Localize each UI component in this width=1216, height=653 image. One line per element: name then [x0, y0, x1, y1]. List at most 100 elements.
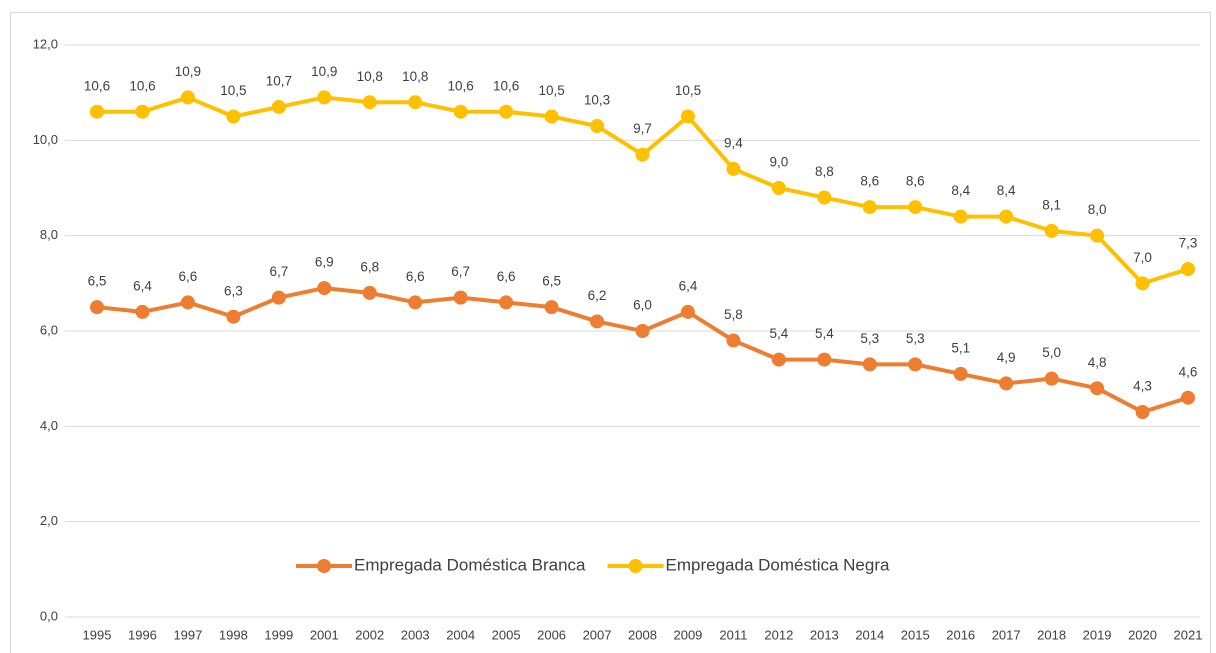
x-tick-label: 2012 — [764, 627, 793, 642]
point — [271, 290, 286, 305]
x-tick-label: 2006 — [537, 627, 566, 642]
data-label: 6,5 — [88, 274, 107, 289]
data-label: 10,6 — [129, 78, 155, 93]
x-tick-label: 2005 — [492, 627, 521, 642]
x-tick-label: 2014 — [855, 627, 884, 642]
data-label: 4,3 — [1133, 379, 1152, 394]
data-label: 8,0 — [1088, 202, 1107, 217]
point — [590, 314, 605, 329]
point — [771, 352, 786, 367]
point — [453, 104, 468, 119]
data-label: 6,4 — [679, 278, 698, 293]
data-label: 8,8 — [815, 164, 834, 179]
data-label: 10,8 — [402, 69, 428, 84]
data-label: 4,9 — [997, 350, 1016, 365]
point — [90, 300, 104, 315]
data-label: 10,6 — [448, 78, 474, 93]
point — [1090, 228, 1105, 243]
point — [817, 352, 832, 367]
x-tick-label: 2002 — [355, 627, 384, 642]
x-tick-label: 2008 — [628, 627, 657, 642]
data-label: 6,6 — [406, 269, 425, 284]
point — [862, 357, 877, 372]
point — [862, 200, 877, 215]
data-label: 6,7 — [269, 264, 288, 279]
data-label: 6,4 — [133, 278, 152, 293]
x-tick-label: 2018 — [1037, 627, 1066, 642]
data-label: 5,4 — [769, 326, 788, 341]
legend-label: Empregada Doméstica Branca — [354, 555, 586, 574]
point — [999, 376, 1014, 391]
data-label: 7,0 — [1133, 250, 1152, 265]
data-label: 4,8 — [1088, 355, 1107, 370]
data-label: 10,5 — [538, 83, 564, 98]
data-label: 10,6 — [493, 78, 519, 93]
point — [1044, 371, 1059, 386]
data-label: 6,9 — [315, 255, 334, 270]
data-label: 10,3 — [584, 93, 610, 108]
point — [271, 99, 286, 114]
data-label: 6,7 — [451, 264, 470, 279]
point — [726, 333, 741, 348]
x-tick-label: 1998 — [219, 627, 248, 642]
point — [317, 281, 332, 296]
point — [999, 209, 1014, 224]
x-tick-label: 2003 — [401, 627, 430, 642]
point — [362, 95, 377, 110]
legend-marker — [628, 559, 643, 573]
x-tick-label: 2019 — [1083, 627, 1112, 642]
x-tick-label: 2004 — [446, 627, 475, 642]
data-label: 7,3 — [1179, 236, 1198, 251]
x-tick-label: 2013 — [810, 627, 839, 642]
point — [499, 104, 514, 119]
data-label: 9,0 — [769, 155, 788, 170]
data-label: 4,6 — [1179, 364, 1198, 379]
y-tick-label: 2,0 — [40, 513, 58, 528]
point — [453, 290, 468, 305]
data-label: 8,1 — [1042, 197, 1061, 212]
point — [908, 357, 923, 372]
x-tick-label: 1996 — [128, 627, 157, 642]
data-label: 10,6 — [84, 78, 110, 93]
point — [408, 295, 423, 310]
x-tick-label: 2007 — [583, 627, 612, 642]
data-label: 9,4 — [724, 135, 743, 150]
data-label: 5,0 — [1042, 345, 1061, 360]
data-label: 10,7 — [266, 74, 292, 89]
data-label: 5,1 — [951, 340, 970, 355]
data-label: 5,3 — [906, 331, 925, 346]
point — [135, 104, 150, 119]
point — [1181, 390, 1195, 405]
data-label: 10,5 — [675, 83, 701, 98]
point — [1135, 405, 1150, 420]
y-tick-label: 0,0 — [40, 608, 58, 623]
x-tick-label: 2009 — [673, 627, 702, 642]
data-label: 6,5 — [542, 274, 561, 289]
data-label: 8,4 — [997, 183, 1016, 198]
point — [180, 295, 195, 310]
point — [362, 285, 377, 300]
point — [1090, 381, 1105, 396]
x-tick-label: 2021 — [1174, 627, 1203, 642]
point — [1135, 276, 1150, 291]
y-tick-label: 6,0 — [40, 322, 58, 337]
x-tick-label: 2015 — [901, 627, 930, 642]
point — [1044, 223, 1059, 238]
data-label: 8,6 — [906, 174, 925, 189]
data-label: 6,8 — [360, 259, 379, 274]
x-tick-label: 2016 — [946, 627, 975, 642]
y-tick-label: 4,0 — [40, 418, 58, 433]
x-tick-label: 2017 — [992, 627, 1021, 642]
x-tick-label: 1995 — [83, 627, 112, 642]
point — [226, 309, 241, 324]
data-label: 10,8 — [357, 69, 383, 84]
data-label: 6,0 — [633, 298, 652, 313]
point — [680, 304, 695, 319]
point — [590, 119, 605, 134]
data-label: 5,3 — [860, 331, 879, 346]
point — [953, 209, 968, 224]
data-label: 10,9 — [311, 64, 337, 79]
data-label: 8,6 — [860, 174, 879, 189]
